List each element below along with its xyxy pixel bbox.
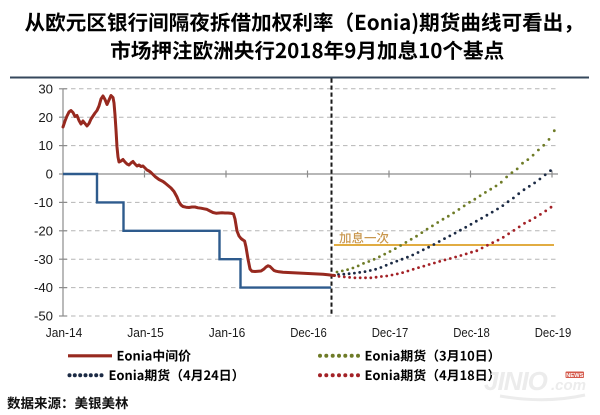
svg-text:Dec-17: Dec-17	[372, 325, 409, 340]
svg-text:Dec-18: Dec-18	[453, 325, 490, 340]
svg-text:-50: -50	[34, 309, 53, 324]
svg-text:.com: .com	[551, 377, 586, 394]
svg-text:10: 10	[38, 138, 53, 153]
svg-text:Jan-14: Jan-14	[46, 325, 83, 340]
svg-text:30: 30	[38, 81, 53, 96]
svg-text:NEWS: NEWS	[566, 373, 584, 379]
svg-text:0: 0	[46, 167, 53, 182]
svg-text:JINIO: JINIO	[484, 366, 548, 396]
svg-text:-30: -30	[34, 252, 53, 267]
svg-text:-10: -10	[34, 195, 53, 210]
svg-text:Dec-19: Dec-19	[535, 325, 572, 340]
svg-text:Dec-16: Dec-16	[290, 325, 327, 340]
svg-text:Jan-16: Jan-16	[209, 325, 246, 340]
svg-text:-20: -20	[34, 223, 53, 238]
svg-text:-40: -40	[34, 280, 53, 295]
svg-text:Jan-15: Jan-15	[127, 325, 164, 340]
svg-text:20: 20	[38, 110, 53, 125]
